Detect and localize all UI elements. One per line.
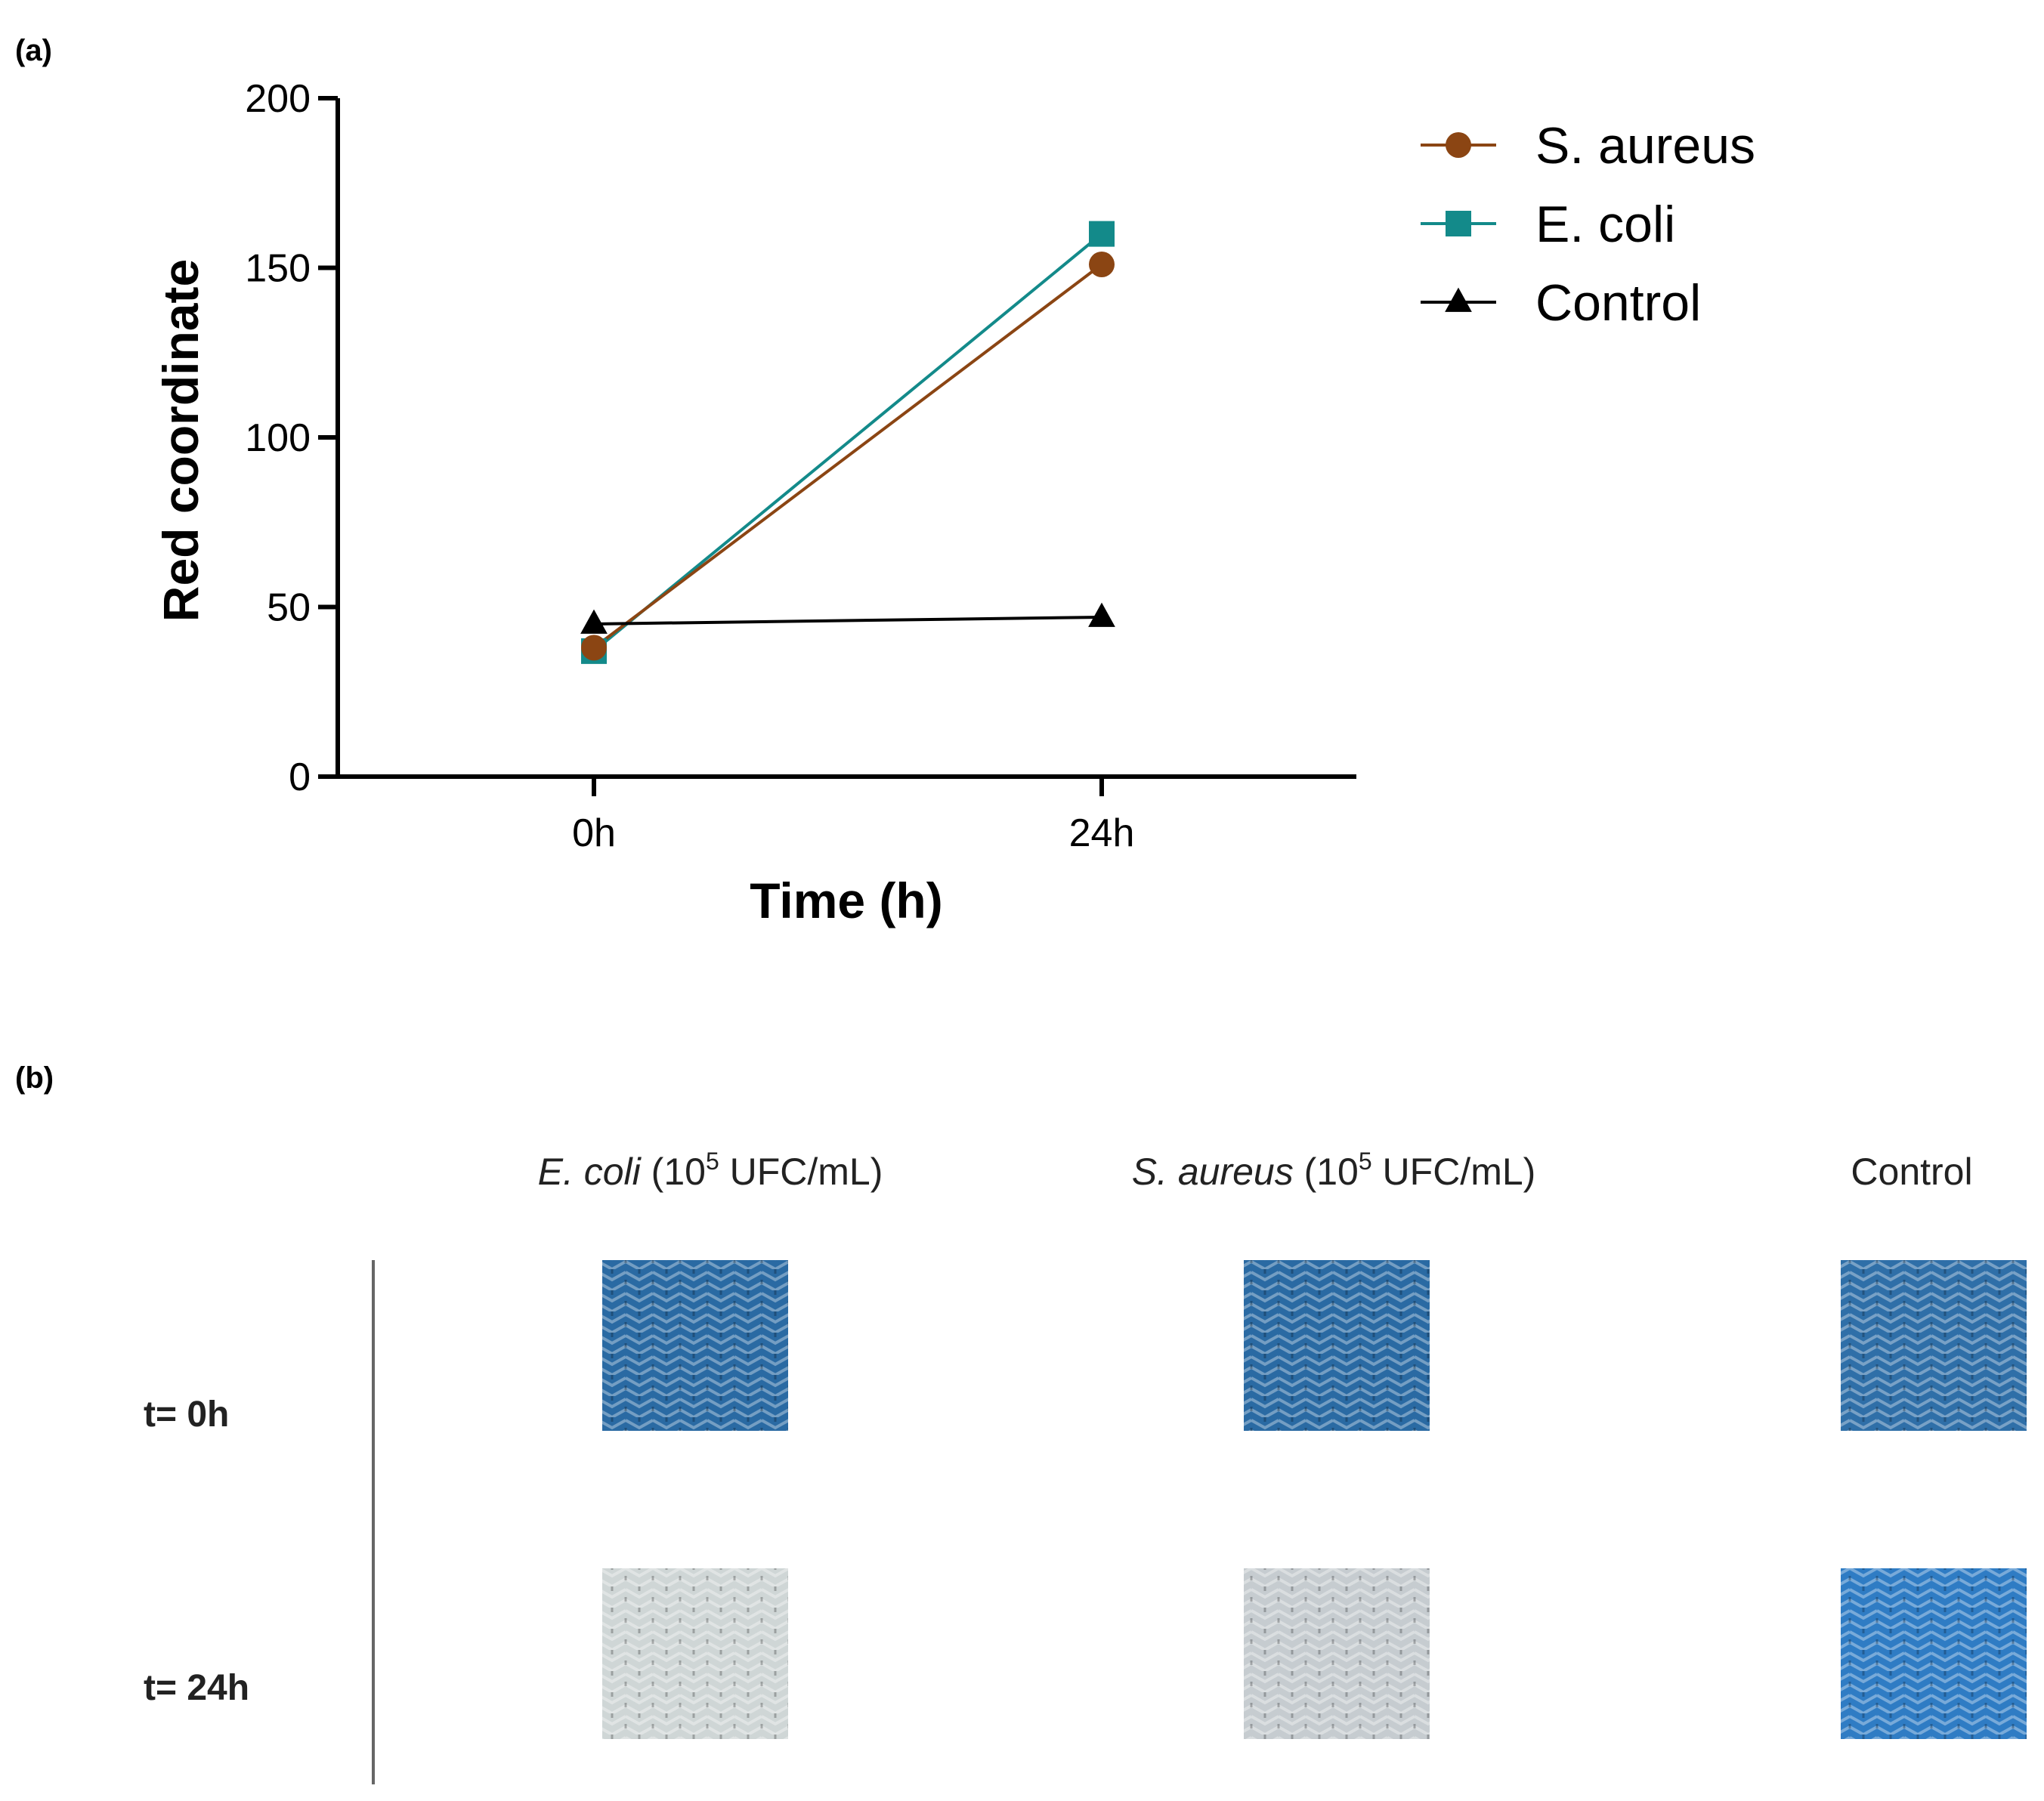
x-tick-label: 24h bbox=[1069, 811, 1135, 855]
x-tick-label: 0h bbox=[572, 811, 616, 855]
y-tick-label: 0 bbox=[289, 755, 311, 799]
chart-legend: S. aureus E. coli Control bbox=[1421, 117, 1755, 332]
legend-label: Control bbox=[1535, 274, 1701, 332]
x-axis-title: Time (h) bbox=[750, 873, 942, 928]
fabric-sample-texture bbox=[1841, 1568, 2027, 1739]
panel-a-label: (a) bbox=[15, 34, 52, 67]
column-header: S. aureus (105 UFC/mL) bbox=[1132, 1148, 1536, 1193]
fabric-sample bbox=[602, 1568, 788, 1739]
fabric-sample-texture bbox=[602, 1568, 788, 1739]
fabric-sample-texture bbox=[1841, 1260, 2027, 1431]
data-point bbox=[1088, 602, 1115, 627]
column-unit: UFC/mL) bbox=[1372, 1151, 1536, 1193]
data-point bbox=[1089, 221, 1115, 247]
legend-marker bbox=[1446, 132, 1471, 158]
chart-axes bbox=[336, 98, 1356, 779]
column-sup: 5 bbox=[1359, 1148, 1372, 1175]
panel-b-label: (b) bbox=[15, 1061, 54, 1095]
y-tick-label: 200 bbox=[245, 77, 311, 121]
chart-series bbox=[580, 221, 1115, 664]
fabric-sample bbox=[1841, 1260, 2027, 1431]
row-label: t= 0h bbox=[144, 1395, 229, 1435]
y-tick-label: 150 bbox=[245, 247, 311, 291]
column-conc: Control bbox=[1851, 1151, 1972, 1193]
fabric-sample-texture bbox=[602, 1260, 788, 1431]
fabric-sample bbox=[1244, 1568, 1430, 1739]
fabric-sample bbox=[1244, 1260, 1430, 1431]
fabric-sample-texture bbox=[1244, 1568, 1430, 1739]
y-axis-ticks: 0 50 100 150 200 bbox=[245, 77, 338, 799]
column-header: E. coli (105 UFC/mL) bbox=[538, 1148, 883, 1193]
sample-grid: E. coli (105 UFC/mL) S. aureus (105 UFC/m… bbox=[144, 1148, 2027, 1784]
y-tick-label: 50 bbox=[267, 586, 311, 630]
legend-marker bbox=[1445, 287, 1472, 312]
legend-label: S. aureus bbox=[1535, 117, 1755, 175]
column-conc: (10 bbox=[651, 1151, 706, 1193]
y-tick-label: 100 bbox=[245, 416, 311, 460]
row-label: t= 24h bbox=[144, 1668, 249, 1708]
column-species: E. coli bbox=[538, 1151, 651, 1193]
column-species: S. aureus bbox=[1132, 1151, 1304, 1193]
fabric-sample bbox=[602, 1260, 788, 1431]
fabric-sample bbox=[1841, 1568, 2027, 1739]
column-sup: 5 bbox=[706, 1148, 719, 1175]
column-unit: UFC/mL) bbox=[719, 1151, 883, 1193]
series-line bbox=[593, 615, 1102, 626]
series-line bbox=[592, 233, 1103, 653]
column-conc: (10 bbox=[1304, 1151, 1359, 1193]
legend-marker bbox=[1446, 211, 1471, 236]
y-axis-title: Red coordinate bbox=[153, 259, 209, 622]
x-axis-ticks: 0h 24h bbox=[572, 777, 1134, 855]
column-header: Control bbox=[1851, 1151, 1972, 1193]
data-point bbox=[1089, 252, 1115, 278]
data-point bbox=[581, 635, 607, 661]
series-line bbox=[592, 263, 1103, 649]
fabric-sample-texture bbox=[1244, 1260, 1430, 1431]
line-chart: 0 50 100 150 200 0h 24h Red coordinate Time (… bbox=[153, 77, 1755, 928]
legend-label: E. coli bbox=[1535, 196, 1675, 253]
data-point bbox=[580, 609, 608, 634]
